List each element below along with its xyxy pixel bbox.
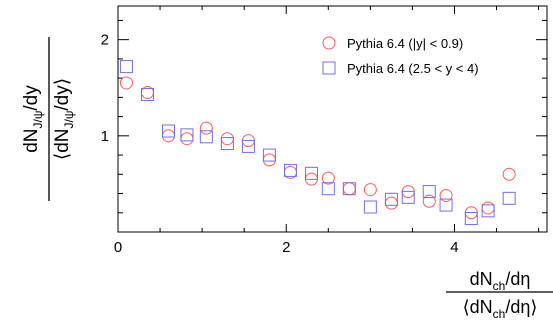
legend-label-series-1: Pythia 6.4 (|y| < 0.9) [347,36,463,51]
x-axis-label-denominator: ⟨dNch/dη⟩ [463,297,538,321]
axis-tick-labels: 0 2 4 1 2 [101,32,459,256]
data-point-series-2 [439,198,453,212]
data-point-series-2 [422,185,436,199]
data-point-series-1 [119,76,133,90]
legend-marker-series-2 [322,61,336,75]
data-markers [119,60,516,226]
data-point-series-1 [342,182,356,196]
data-point-series-2 [241,139,255,153]
data-point-series-1 [161,129,175,143]
data-point-series-1 [422,194,436,208]
plot-frame [117,5,548,233]
data-point-series-2 [262,148,276,162]
data-point-series-1 [220,132,234,146]
data-point-series-2 [363,200,377,214]
data-point-series-2 [283,163,297,177]
data-point-series-1 [384,196,398,210]
data-point-series-2 [304,166,318,180]
y-tick-label: 1 [101,128,109,145]
data-point-series-2 [342,182,356,196]
x-axis-label: dNch/dη ⟨dNch/dη⟩ [446,269,553,321]
data-point-series-1 [262,153,276,167]
data-point-series-1 [321,171,335,185]
data-point-series-2 [481,204,495,218]
y-axis-label: dNJ/ψ/dy ⟨dNJ/ψ/dy⟩ [21,37,76,201]
data-point-series-1 [180,132,194,146]
data-point-series-1 [502,167,516,181]
data-point-series-2 [161,124,175,138]
data-point-series-2 [180,128,194,142]
data-point-series-2 [321,182,335,196]
data-point-series-2 [119,60,133,74]
y-axis-label-numerator: dNJ/ψ/dy [21,85,45,153]
data-point-series-2 [502,191,516,205]
data-point-series-2 [220,137,234,151]
y-tick-label: 2 [101,32,109,49]
x-tick-label: 0 [114,239,122,256]
y-axis-label-denominator: ⟨dNJ/ψ/dy⟩ [52,78,76,160]
data-point-series-2 [140,87,154,101]
x-tick-label: 2 [282,239,290,256]
x-axis-label-numerator: dNch/dη [470,269,531,293]
data-point-series-1 [439,188,453,202]
x-tick-label: 4 [450,239,458,256]
legend-marker-series-1 [322,36,336,50]
axis-ticks [117,6,547,232]
data-point-series-1 [481,201,495,215]
data-point-series-2 [401,190,415,204]
data-point-series-1 [363,183,377,197]
data-point-series-1 [199,121,213,135]
data-point-series-2 [464,212,478,226]
legend: Pythia 6.4 (|y| < 0.9) Pythia 6.4 (2.5 <… [322,36,479,76]
data-point-series-2 [384,192,398,206]
legend-label-series-2: Pythia 6.4 (2.5 < y < 4) [347,61,479,76]
data-point-series-2 [199,130,213,144]
